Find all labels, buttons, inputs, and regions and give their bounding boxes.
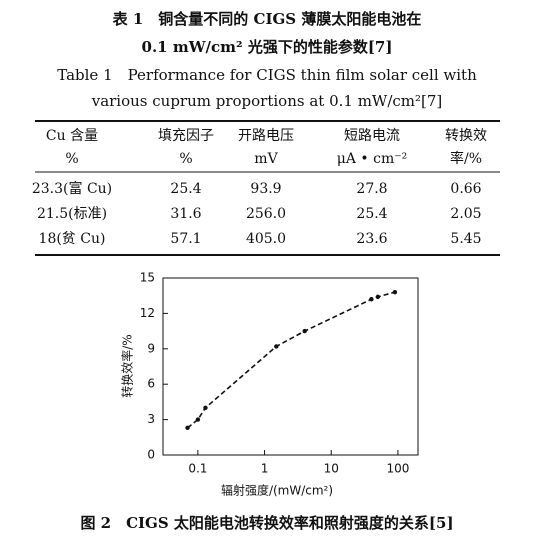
data-point <box>369 297 374 302</box>
y-tick-label: 9 <box>147 341 155 355</box>
table-cell: 25.4 <box>356 206 387 222</box>
y-tick-label: 12 <box>140 306 155 320</box>
figure-caption: 图 2 CIGS 太阳能电池转换效率和照射强度的关系[5] <box>80 514 453 532</box>
trend-line <box>187 291 396 429</box>
data-point <box>185 425 190 431</box>
data-point <box>203 405 208 410</box>
x-axis-label: 辐射强度/(mW/cm²) <box>221 483 333 498</box>
table-cell: 25.4 <box>170 181 201 197</box>
header-cell: 开路电压 <box>238 128 294 144</box>
table-cell: 23.6 <box>356 231 387 247</box>
data-point <box>375 294 381 300</box>
x-tick-label: 1 <box>261 462 269 476</box>
y-tick-label: 6 <box>147 377 155 391</box>
x-tick-label: 100 <box>386 462 409 476</box>
table-cell: 21.5(标准) <box>37 206 107 222</box>
table-cell: 93.9 <box>250 181 281 197</box>
data-point <box>195 417 201 422</box>
y-axis-label: 转换效率/% <box>120 334 135 397</box>
plot-frame <box>162 277 419 456</box>
header-cell: % <box>65 151 78 167</box>
table-cell: 5.45 <box>450 231 481 247</box>
table-cell: 57.1 <box>170 231 201 247</box>
data-point <box>302 328 307 334</box>
table-cell: 23.3(富 Cu) <box>32 180 112 197</box>
header-cell: 短路电流 <box>344 128 400 144</box>
table-cell: 31.6 <box>170 206 201 222</box>
y-tick-label: 15 <box>140 271 155 285</box>
data-point <box>274 344 279 349</box>
header-cell: 填充因子 <box>158 128 214 144</box>
data-point <box>392 289 398 295</box>
table-cell: 0.66 <box>450 181 481 197</box>
header-cell: % <box>179 151 192 167</box>
header-cell: 率/% <box>450 150 482 167</box>
table-cell: 18(贫 Cu) <box>39 231 106 247</box>
header-cell: Cu 含量 <box>46 128 98 144</box>
caption-en: various cuprum proportions at 0.1 mW/cm²… <box>91 92 443 110</box>
y-tick-label: 3 <box>147 412 155 426</box>
header-cell: 转换效 <box>445 127 487 144</box>
caption-cn: 0.1 mW/cm² 光强下的性能参数[7] <box>142 38 393 56</box>
table-cell: 27.8 <box>356 181 387 197</box>
header-cell: mV <box>254 151 278 167</box>
caption-cn: 表 1 铜含量不同的 CIGS 薄膜太阳能电池在 <box>113 10 422 28</box>
table-cell: 405.0 <box>246 231 286 247</box>
table-cell: 2.05 <box>450 206 481 222</box>
x-tick-label: 0.1 <box>188 462 207 476</box>
caption-en: Table 1 Performance for CIGS thin film s… <box>57 66 477 84</box>
y-tick-label: 0 <box>147 448 155 462</box>
table-cell: 256.0 <box>246 206 286 222</box>
x-tick-label: 10 <box>324 462 339 476</box>
header-cell: μA • cm⁻² <box>337 151 408 167</box>
